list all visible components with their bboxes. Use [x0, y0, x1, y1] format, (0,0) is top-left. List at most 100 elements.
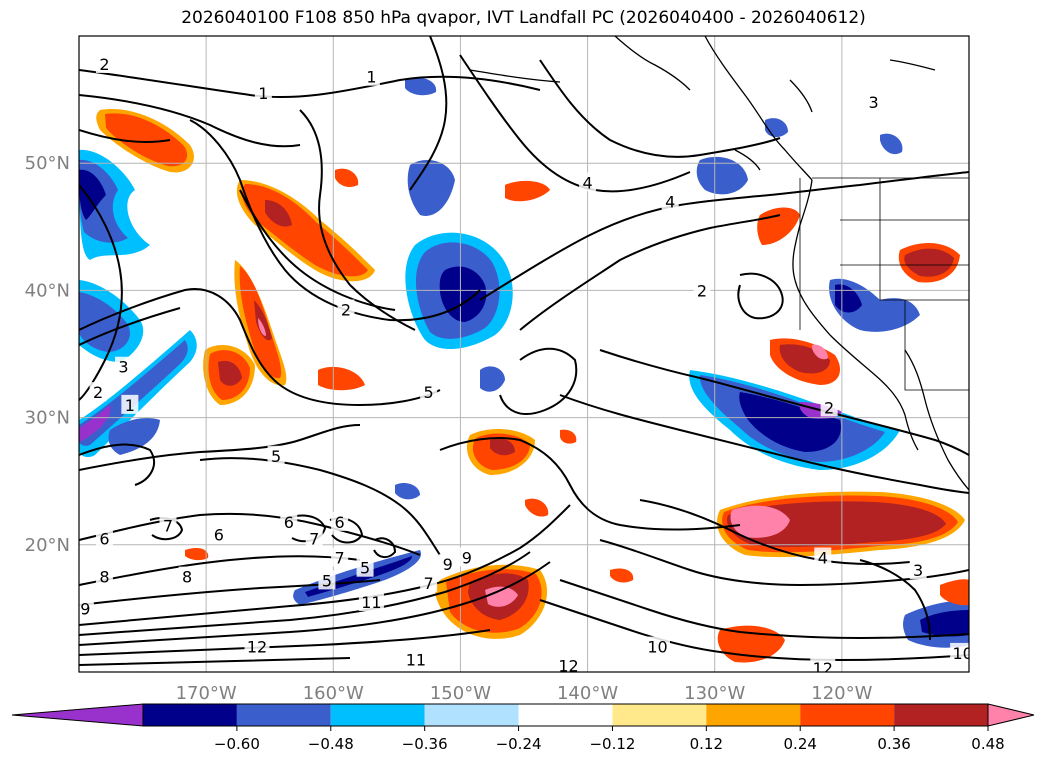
- negative-anomaly-area: [880, 133, 903, 155]
- colorbar-tick-labels: −0.60 −0.48 −0.36 −0.24 −0.12 0.12 0.24 0.36 0.4…: [214, 726, 1005, 753]
- contour-label: 7: [335, 549, 345, 568]
- contour-label-bg: [645, 636, 670, 656]
- positive-anomaly-area: [610, 568, 634, 583]
- contour-label: 12: [813, 659, 833, 678]
- negative-anomaly-area: [480, 366, 505, 392]
- colorbar-segment: [894, 704, 988, 726]
- colorbar-tick-label: −0.48: [308, 735, 354, 753]
- colorbar-tick-label: −0.12: [589, 735, 635, 753]
- contour-label: 6: [214, 526, 224, 545]
- longitude-tick-labels: 170°W 160°W 150°W 140°W 130°W 120°W: [176, 683, 873, 704]
- contour-label: 9: [462, 549, 472, 568]
- contour-label: 2: [824, 398, 834, 417]
- positive-anomaly-area: [812, 344, 828, 360]
- positive-anomaly-area: [185, 547, 209, 561]
- positive-anomaly-area: [505, 180, 550, 202]
- negative-anomaly-area: [920, 610, 969, 637]
- colorbar-tick-label: 0.48: [971, 735, 1004, 753]
- contour-label-bg: [280, 511, 298, 531]
- colorbar-segment: [612, 704, 707, 726]
- lon-tick-label: 150°W: [430, 683, 491, 704]
- contour-label-bg: [362, 66, 380, 86]
- contour-label: 5: [271, 447, 281, 466]
- contour-label-bg: [556, 655, 581, 672]
- contour-label: 1: [366, 68, 376, 87]
- colorbar-tick-label: 0.24: [784, 735, 817, 753]
- contour-label-bg: [95, 566, 113, 586]
- contour-label: 2: [99, 55, 109, 74]
- contour-label-bg: [244, 636, 270, 656]
- lat-tick-label: 30°N: [25, 408, 70, 429]
- contour-label: 11: [361, 593, 381, 612]
- contour-label-bg: [331, 547, 349, 567]
- contour-label: 6: [335, 513, 345, 532]
- contour-label: 3: [118, 358, 128, 377]
- contour-label: 6: [284, 513, 294, 532]
- positive-anomaly-area: [105, 113, 188, 167]
- contour-label: 8: [182, 568, 192, 587]
- contour-label: 2: [341, 300, 351, 319]
- lon-tick-label: 170°W: [176, 683, 237, 704]
- contour-label: 4: [818, 549, 828, 568]
- contour-label: 11: [406, 650, 426, 669]
- contour-label: 9: [80, 599, 90, 618]
- colorbar-tick-label: 0.36: [877, 735, 910, 753]
- contour-label: 10: [952, 644, 972, 663]
- positive-anomaly-area: [335, 168, 359, 188]
- colorbar-segment: [800, 704, 895, 726]
- contour-label-bg: [115, 356, 132, 376]
- contour-label-bg: [693, 280, 711, 300]
- positive-anomaly-area: [318, 366, 365, 391]
- colorbar-tick-label: 0.12: [690, 735, 723, 753]
- contour-label-bg: [95, 528, 113, 548]
- map-frame: [78, 35, 970, 673]
- contour-label-bg: [814, 547, 832, 567]
- contour-label: 3: [913, 561, 923, 580]
- colorbar-segment: [424, 704, 519, 726]
- colorbar-extend-high: [987, 703, 1035, 727]
- colorbar-segment: [236, 704, 331, 726]
- contour-label-bg: [121, 394, 139, 414]
- contour-label: 5: [322, 571, 332, 590]
- contour-label-bg: [254, 83, 272, 103]
- colorbar-extend-low: [11, 703, 144, 727]
- contour-label-bg: [178, 566, 196, 586]
- colorbar-tick-label: −0.36: [402, 735, 448, 753]
- lon-tick-label: 160°W: [303, 683, 364, 704]
- lon-tick-label: 130°W: [684, 683, 745, 704]
- positive-anomaly-area: [485, 586, 518, 607]
- contour-label-bg: [159, 515, 177, 535]
- negative-anomaly-area: [696, 156, 748, 195]
- contour-label-bg: [267, 445, 285, 465]
- colorbar-segment: [143, 704, 237, 726]
- lat-tick-label: 40°N: [25, 280, 70, 301]
- contour-label: 4: [582, 173, 592, 192]
- contour-label-bg: [305, 528, 323, 548]
- contour-label: 9: [443, 555, 453, 574]
- contour-label-bg: [79, 598, 94, 618]
- positive-anomaly-area: [254, 300, 272, 341]
- positive-anomaly-area: [218, 360, 242, 386]
- lat-tick-label: 50°N: [25, 153, 70, 174]
- contour-label-bg: [89, 382, 107, 402]
- lat-tick-label: 20°N: [25, 535, 70, 556]
- contour-label-bg: [337, 299, 355, 319]
- colorbar-segment: [330, 704, 425, 726]
- negative-anomaly-area: [405, 77, 437, 96]
- contour-label: 5: [360, 559, 370, 578]
- contour-label-bg: [579, 172, 597, 192]
- latitude-tick-labels: 50°N 40°N 30°N 20°N: [25, 153, 70, 556]
- contour-label-bg: [865, 92, 883, 112]
- contour-label: 4: [665, 192, 675, 211]
- positive-anomaly-area: [730, 505, 790, 538]
- contour-label-bg: [909, 560, 927, 580]
- contour-label-bg: [356, 557, 374, 577]
- contour-label-bg: [458, 547, 476, 567]
- contour-label: 7: [424, 574, 434, 593]
- negative-anomaly-area: [439, 266, 487, 322]
- contour-label-bg: [820, 397, 838, 417]
- positive-anomaly-area: [258, 318, 266, 336]
- contour-label: 8: [99, 568, 109, 587]
- contour-label-bg: [358, 592, 384, 612]
